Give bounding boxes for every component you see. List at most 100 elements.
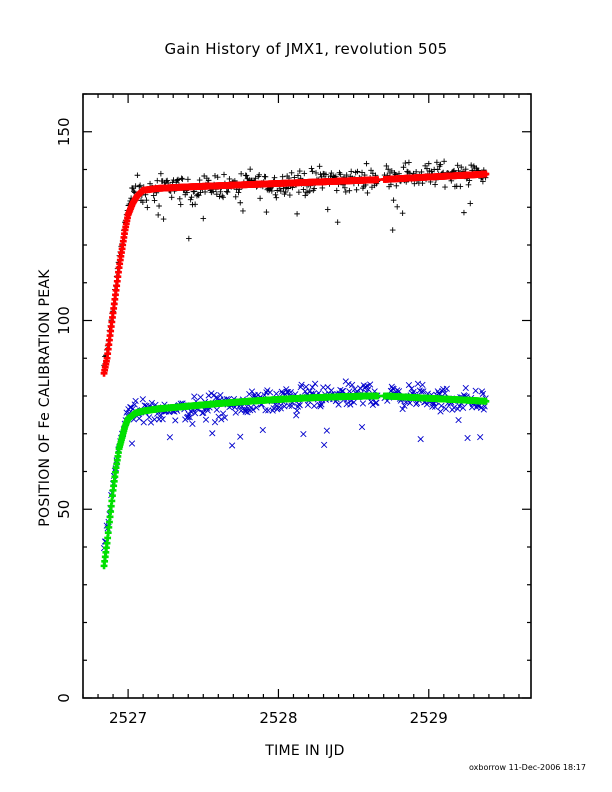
data-point [212,173,218,179]
series-1 [100,170,490,377]
data-point [416,387,423,394]
data-point [271,174,278,181]
y-tick-label: 150 [55,117,73,146]
data-point [393,182,400,189]
data-point [216,193,223,200]
data-point [185,176,191,183]
data-point [466,177,473,184]
data-point [406,159,412,166]
data-point [213,406,220,413]
data-point [411,180,418,187]
data-point [277,405,284,412]
data-point [437,161,444,168]
data-point [140,199,146,205]
data-point [390,385,397,393]
data-point [293,412,300,419]
data-point [223,188,230,195]
data-point [347,401,354,408]
x-tick-label: 2529 [410,709,448,727]
data-point [205,177,212,184]
data-point [134,172,141,179]
data-point [346,187,353,194]
data-point [319,185,326,191]
data-point [328,387,335,394]
data-point [221,171,227,178]
data-point [311,380,319,387]
footer-stamp: oxborrow 11-Dec-2006 18:17 [469,763,586,772]
data-point [218,416,225,423]
data-point [177,201,184,208]
data-point [383,163,390,169]
data-point [479,390,487,397]
data-point [343,172,350,178]
data-point [237,433,244,440]
data-point [232,409,239,416]
data-point [300,430,307,438]
data-point [302,383,310,390]
data-point [296,402,303,409]
data-point [184,189,190,196]
data-point [262,173,269,180]
data-point [333,187,340,194]
data-point [151,197,158,204]
data-point [441,158,447,165]
data-point [179,176,186,182]
data-point [323,427,330,434]
data-point [259,426,266,434]
data-point [434,159,440,166]
data-point [284,389,292,396]
data-point [454,405,461,413]
data-point [374,392,382,400]
data-point [348,168,354,175]
data-point [132,397,139,405]
data-point [339,388,346,395]
data-point [164,177,170,184]
data-point [311,185,318,192]
data-point [219,410,227,417]
data-point [414,380,422,387]
data-point [263,209,270,215]
data-point [477,434,484,441]
data-point [291,174,298,181]
data-point [348,381,356,388]
chart-title: Gain History of JMX1, revolution 505 [164,40,447,58]
data-point [328,170,335,176]
data-point [287,389,294,396]
data-point [140,419,147,426]
data-point [221,414,229,421]
data-point [472,387,479,394]
data-point [298,381,305,388]
data-point [437,408,444,415]
data-point [438,402,445,409]
data-point [226,176,233,182]
data-point [244,409,251,416]
data-point [359,169,365,176]
data-point [224,189,231,195]
data-point [177,196,183,202]
data-point [240,208,246,214]
data-point [321,441,328,448]
data-point [172,417,179,424]
data-point [317,171,324,178]
data-point [296,189,302,196]
data-point [131,188,137,195]
data-point [365,386,372,393]
x-tick-label: 2528 [259,709,297,727]
x-axis-label: TIME IN IJD [264,743,344,759]
data-point [417,435,424,443]
data-point [339,387,347,395]
data-point [202,416,210,423]
data-point [459,404,467,412]
data-point [235,189,242,196]
data-point [285,402,293,409]
data-point [367,381,374,388]
data-point [212,394,220,401]
data-point [168,194,175,201]
data-point [278,388,285,395]
data-point [301,170,308,177]
data-point [334,219,341,225]
data-point [202,189,208,195]
data-point [399,405,406,413]
data-point [302,192,308,199]
data-point [128,440,136,447]
